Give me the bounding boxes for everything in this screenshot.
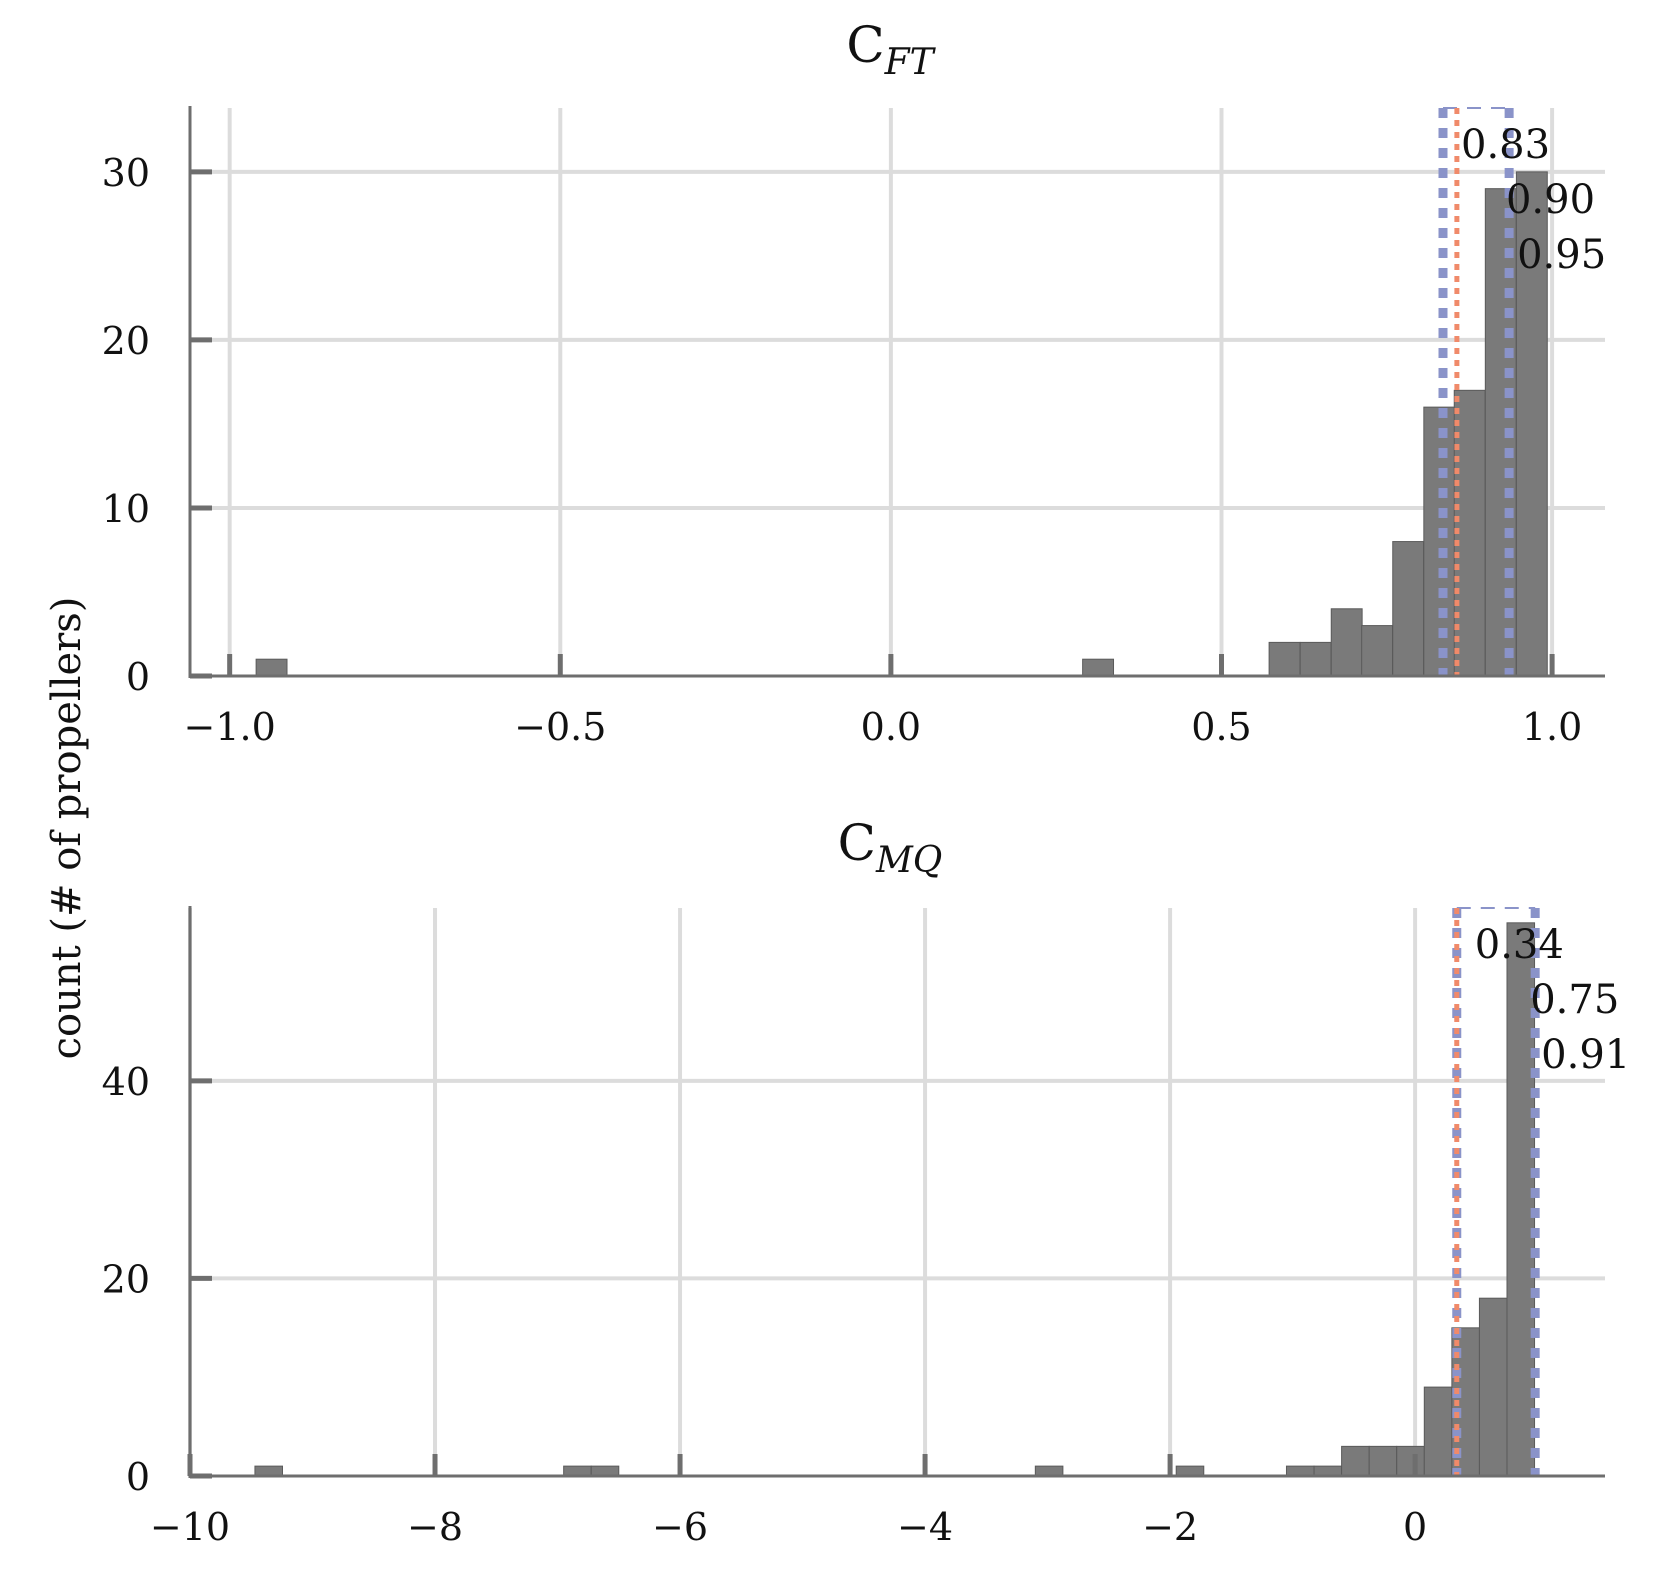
chart-title-main: C <box>846 16 884 74</box>
x-tick-label: 1.0 <box>1522 705 1582 749</box>
histogram-bar <box>1299 641 1332 677</box>
x-tick-label: −8 <box>407 1505 463 1549</box>
chart-title-main: C <box>838 814 876 872</box>
y-tick-label: 0 <box>126 1455 150 1499</box>
histogram-bar <box>1341 1445 1370 1477</box>
histogram-bar <box>1515 171 1548 677</box>
panel-cft: CFT 0.83 0.90 0.95 −1.0 −0.5 0.0 0.5 1.0 0 10 20 30 <box>102 16 1607 749</box>
histogram-bar <box>1082 658 1115 677</box>
x-tick-label: 0.0 <box>861 705 921 749</box>
chart-title-subscript: FT <box>884 42 937 83</box>
histogram-bar <box>1330 608 1363 677</box>
y-tick-label: 20 <box>102 319 150 363</box>
histogram-bar <box>1361 625 1394 677</box>
x-tick-label: 0 <box>1403 1505 1427 1549</box>
y-tick-label: 40 <box>102 1060 150 1104</box>
y-axis-label: count (# of propellers) <box>44 597 90 1060</box>
histogram-bar <box>1423 1386 1453 1477</box>
quantile-label: 0.34 <box>1475 922 1564 968</box>
y-tick-label: 20 <box>102 1257 150 1301</box>
histogram-bar <box>1506 922 1536 1477</box>
chart-title: CFT <box>846 16 936 83</box>
panel-cmq: CMQ 0.34 0.75 0.91 −10 −8 −6 −4 −2 0 0 20 40 <box>102 814 1631 1549</box>
x-tick-label: −2 <box>1142 1505 1198 1549</box>
x-tick-label: −0.5 <box>514 705 606 749</box>
x-tick-label: −10 <box>150 1505 230 1549</box>
histogram-bar <box>1396 1445 1425 1477</box>
x-tick-label: −6 <box>652 1505 708 1549</box>
quantile-label: 0.75 <box>1530 977 1619 1023</box>
quantile-label: 0.90 <box>1506 177 1595 223</box>
histogram-bar <box>1268 641 1301 677</box>
y-tick-label: 10 <box>102 487 150 531</box>
chart-title: CMQ <box>838 814 943 881</box>
y-tick-label: 30 <box>102 151 150 195</box>
x-tick-label: 0.5 <box>1191 705 1251 749</box>
chart-title-subscript: MQ <box>875 840 942 881</box>
quantile-label: 0.91 <box>1541 1032 1630 1078</box>
quantile-label: 0.83 <box>1461 122 1550 168</box>
x-tick-label: −1.0 <box>184 705 276 749</box>
histogram-bar <box>1478 1297 1508 1477</box>
histogram-bar <box>1392 541 1425 677</box>
x-tick-label: −4 <box>897 1505 953 1549</box>
histogram-bar <box>255 658 288 677</box>
histogram-bar <box>1368 1445 1398 1477</box>
y-tick-label: 0 <box>126 655 150 699</box>
quantile-label: 0.95 <box>1517 232 1606 278</box>
